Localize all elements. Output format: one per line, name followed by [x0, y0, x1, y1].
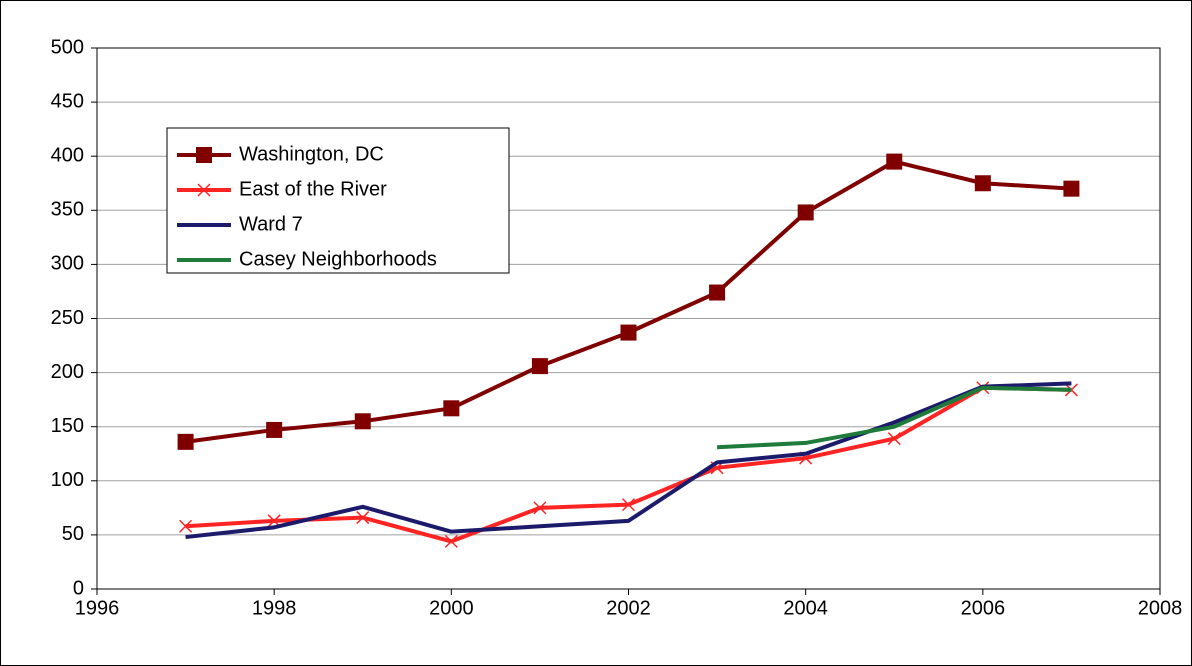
series-line — [185, 381, 1072, 540]
legend-label: Washington, DC — [239, 143, 384, 165]
x-tick-label: 2002 — [606, 597, 651, 619]
legend-label: East of the River — [239, 178, 387, 200]
marker — [354, 413, 371, 430]
marker — [1063, 180, 1080, 197]
marker — [1064, 383, 1078, 397]
marker — [887, 432, 901, 446]
y-tick-label: 100 — [51, 469, 84, 491]
marker — [444, 534, 458, 548]
legend-marker — [197, 183, 211, 197]
plot-area — [96, 47, 1161, 590]
y-tick-label: 450 — [51, 90, 84, 112]
series-line — [716, 385, 1072, 450]
legend-box — [166, 127, 510, 274]
marker — [266, 421, 283, 438]
marker — [177, 433, 194, 450]
marker — [621, 498, 636, 512]
x-tick-label: 1998 — [252, 597, 297, 619]
marker — [356, 511, 370, 525]
y-tick-label: 0 — [73, 577, 84, 599]
legend-marker — [196, 147, 212, 163]
legend-label: Ward 7 — [239, 213, 303, 235]
y-tick-label: 250 — [51, 307, 84, 329]
y-tick-label: 150 — [51, 415, 84, 437]
marker — [797, 204, 814, 221]
marker — [443, 400, 460, 417]
legend-label: Casey Neighborhoods — [239, 248, 437, 270]
marker — [886, 153, 903, 170]
y-tick-label: 300 — [51, 253, 84, 275]
x-tick-label: 2008 — [1138, 597, 1183, 619]
marker — [533, 501, 547, 515]
marker — [974, 175, 991, 192]
legend: Washington, DC East of the River Ward 7 Cas… — [166, 127, 510, 274]
marker — [709, 284, 726, 301]
marker — [179, 519, 193, 533]
y-tick-label: 350 — [51, 199, 84, 221]
y-tick-label: 500 — [51, 36, 84, 58]
marker — [620, 324, 637, 341]
x-tick-label: 2006 — [961, 597, 1006, 619]
x-tick-label: 1996 — [75, 597, 120, 619]
y-tick-label: 400 — [51, 144, 84, 166]
y-tick-label: 50 — [62, 523, 84, 545]
y-tick-label: 200 — [51, 361, 84, 383]
x-tick-label: 2000 — [429, 597, 474, 619]
marker — [531, 358, 548, 375]
x-tick-label: 2004 — [783, 597, 828, 619]
